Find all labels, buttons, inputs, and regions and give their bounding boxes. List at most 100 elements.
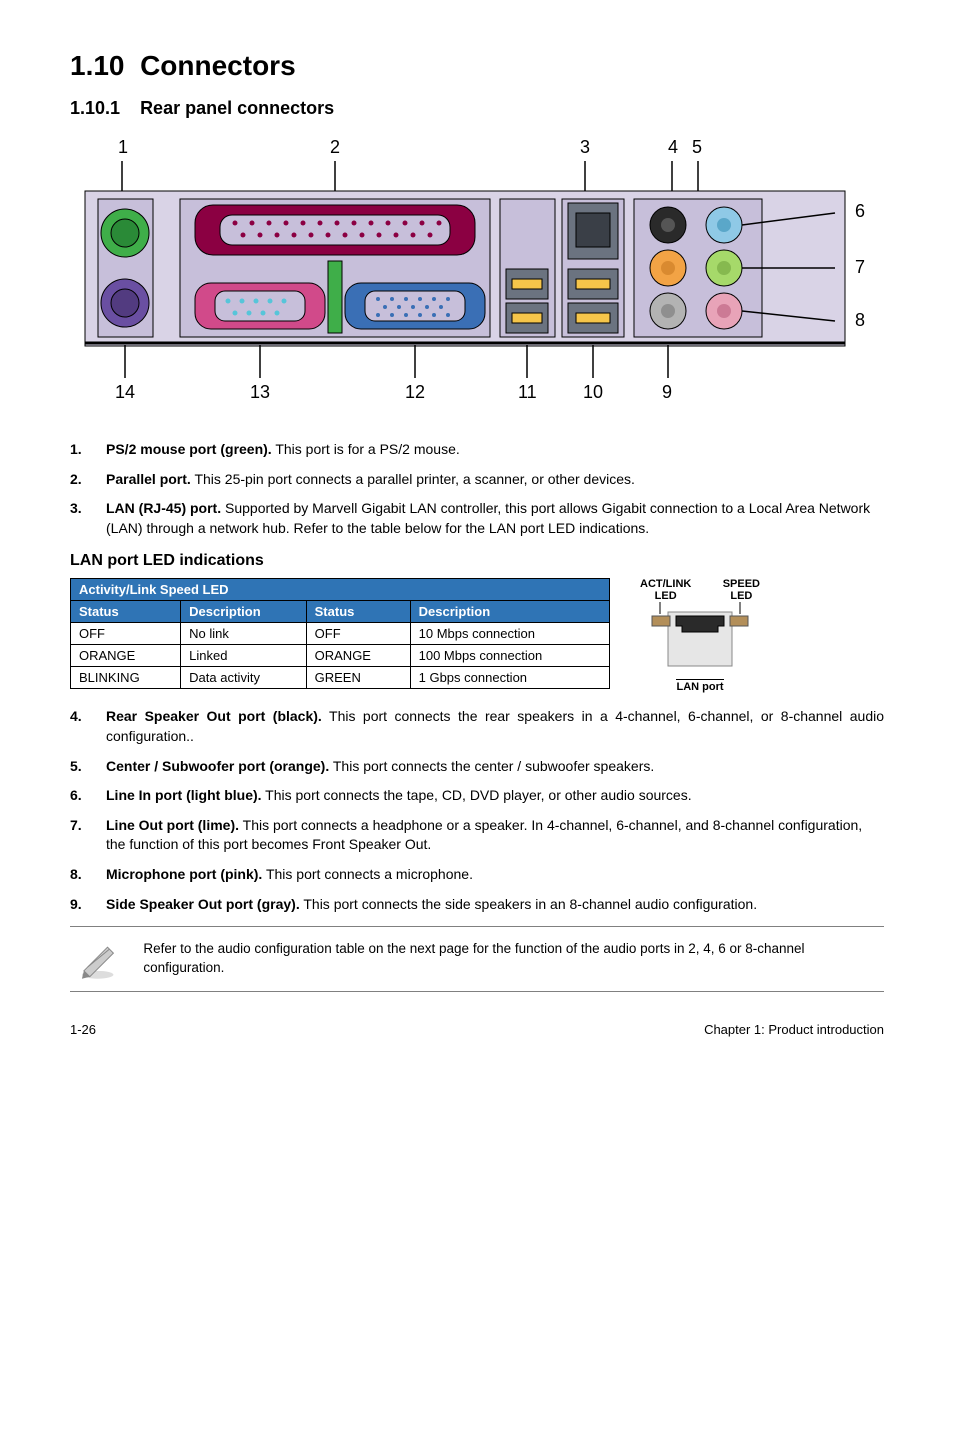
diagram-label-13: 13 [250,382,270,402]
item-bold: Center / Subwoofer port (orange). [106,758,329,774]
table-row: BLINKING Data activity GREEN 1 Gbps conn… [71,667,610,689]
pencil-icon [76,937,119,981]
item-bold: Rear Speaker Out port (black). [106,708,322,724]
item-bold: Microphone port (pink). [106,866,262,882]
section-number: 1.10 [70,50,125,81]
diagram-label-9: 9 [662,382,672,402]
list-item: 2. Parallel port. This 25-pin port conne… [70,470,884,490]
lan-port-icon-block: ACT/LINKLED SPEEDLED LAN port [640,578,760,693]
item-number: 3. [70,499,106,538]
item-desc: Microphone port (pink). This port connec… [106,865,884,885]
led-group-header: Activity/Link Speed LED [71,579,610,601]
table-cell: Data activity [181,667,307,689]
diagram-label-5: 5 [692,137,702,157]
list-item: 5. Center / Subwoofer port (orange). Thi… [70,757,884,777]
item-bold: Line In port (light blue). [106,787,262,803]
list-item: 9. Side Speaker Out port (gray). This po… [70,895,884,915]
led-table: Activity/Link Speed LED Status Descripti… [70,578,610,689]
item-text: This port connects the center / subwoofe… [329,758,654,774]
lan-port-caption: LAN port [676,679,723,693]
rear-panel-diagram: 1 2 3 4 5 [70,133,884,416]
diagram-label-1: 1 [118,137,128,157]
item-number: 5. [70,757,106,777]
table-cell: GREEN [306,667,410,689]
led-col-header: Description [410,601,609,623]
led-table-title: LAN port LED indications [70,552,884,570]
led-section: Activity/Link Speed LED Status Descripti… [70,578,884,693]
item-text: This port connects the side speakers in … [300,896,757,912]
item-bold: LAN (RJ-45) port. [106,500,221,516]
table-cell: Linked [181,645,307,667]
item-bold: Line Out port (lime). [106,817,239,833]
list-item: 1. PS/2 mouse port (green). This port is… [70,440,884,460]
table-cell: ORANGE [71,645,181,667]
item-text: This port is for a PS/2 mouse. [272,441,460,457]
list-item: 4. Rear Speaker Out port (black). This p… [70,707,884,746]
page-footer: 1-26 Chapter 1: Product introduction [70,1022,884,1037]
item-desc: Side Speaker Out port (gray). This port … [106,895,884,915]
rear-panel-svg: 1 2 3 4 5 [70,133,880,413]
item-text: This 25-pin port connects a parallel pri… [191,471,635,487]
item-desc: Parallel port. This 25-pin port connects… [106,470,884,490]
diagram-label-14: 14 [115,382,135,402]
item-bold: Side Speaker Out port (gray). [106,896,300,912]
item-text: This port connects a microphone. [262,866,473,882]
table-cell: ORANGE [306,645,410,667]
led-col-header: Status [71,601,181,623]
lan-led-label-right: SPEEDLED [723,578,760,602]
connector-list-a: 1. PS/2 mouse port (green). This port is… [70,440,884,538]
diagram-label-6: 6 [855,201,865,221]
list-item: 3. LAN (RJ-45) port. Supported by Marvel… [70,499,884,538]
item-number: 6. [70,786,106,806]
lan-led-label-left: ACT/LINKLED [640,578,691,602]
led-col-header: Status [306,601,410,623]
page-number: 1-26 [70,1022,96,1037]
item-number: 1. [70,440,106,460]
diagram-label-8: 8 [855,310,865,330]
subsection-number: 1.10.1 [70,98,120,118]
diagram-label-2: 2 [330,137,340,157]
diagram-label-4: 4 [668,137,678,157]
list-item: 6. Line In port (light blue). This port … [70,786,884,806]
diagram-label-3: 3 [580,137,590,157]
item-text: Supported by Marvell Gigabit LAN control… [106,500,870,536]
chapter-label: Chapter 1: Product introduction [704,1022,884,1037]
item-desc: Rear Speaker Out port (black). This port… [106,707,884,746]
item-text: This port connects the tape, CD, DVD pla… [262,787,692,803]
item-desc: Line In port (light blue). This port con… [106,786,884,806]
item-number: 4. [70,707,106,746]
diagram-label-11: 11 [518,382,537,402]
table-cell: 1 Gbps connection [410,667,609,689]
item-number: 2. [70,470,106,490]
diagram-label-12: 12 [405,382,425,402]
lan-port-icon [640,602,760,674]
connector-list-b: 4. Rear Speaker Out port (black). This p… [70,707,884,914]
item-bold: Parallel port. [106,471,191,487]
table-cell: BLINKING [71,667,181,689]
table-cell: 100 Mbps connection [410,645,609,667]
item-desc: Line Out port (lime). This port connects… [106,816,884,855]
note-text: Refer to the audio configuration table o… [143,940,878,978]
item-bold: PS/2 mouse port (green). [106,441,272,457]
table-row: ORANGE Linked ORANGE 100 Mbps connection [71,645,610,667]
table-cell: 10 Mbps connection [410,623,609,645]
note-box: Refer to the audio configuration table o… [70,926,884,992]
item-number: 9. [70,895,106,915]
list-item: 7. Line Out port (lime). This port conne… [70,816,884,855]
item-desc: PS/2 mouse port (green). This port is fo… [106,440,884,460]
table-cell: OFF [306,623,410,645]
table-cell: OFF [71,623,181,645]
led-col-header: Description [181,601,307,623]
table-row: OFF No link OFF 10 Mbps connection [71,623,610,645]
subsection-title-text: Rear panel connectors [140,98,334,118]
diagram-label-7: 7 [855,257,865,277]
section-heading: 1.10 Connectors [70,50,884,82]
item-desc: Center / Subwoofer port (orange). This p… [106,757,884,777]
diagram-label-10: 10 [583,382,603,402]
table-cell: No link [181,623,307,645]
item-number: 8. [70,865,106,885]
item-desc: LAN (RJ-45) port. Supported by Marvell G… [106,499,884,538]
list-item: 8. Microphone port (pink). This port con… [70,865,884,885]
subsection-heading: 1.10.1 Rear panel connectors [70,98,884,119]
item-number: 7. [70,816,106,855]
